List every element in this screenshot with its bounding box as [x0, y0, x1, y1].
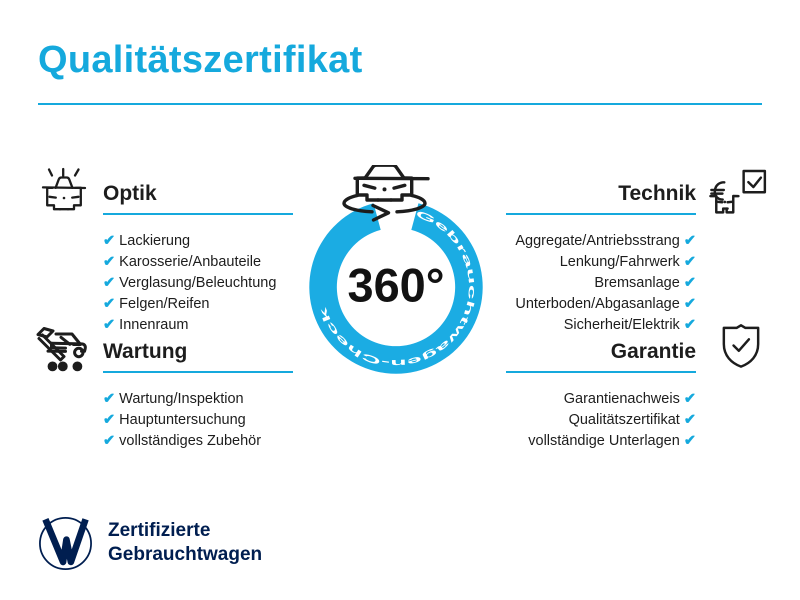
svg-text:360°: 360°: [347, 259, 444, 311]
